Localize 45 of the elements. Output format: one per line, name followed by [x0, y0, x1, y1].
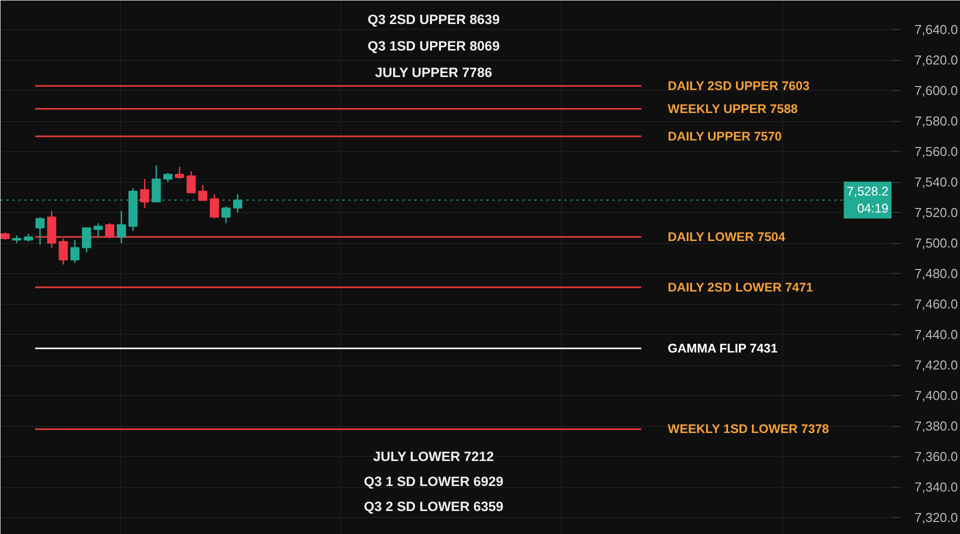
candlestick	[35, 216, 45, 246]
y-tick-label: 7,520.0	[914, 205, 958, 220]
y-tick-label: 7,480.0	[914, 266, 958, 282]
y-tick-label: 7,380.0	[914, 418, 958, 434]
y-tick-label: 7,640.0	[914, 22, 958, 37]
candlestick	[70, 239, 80, 264]
annotation: Q3 1SD UPPER 8069	[368, 38, 500, 54]
ref-line-label: WEEKLY UPPER 7588	[668, 102, 798, 116]
candlestick	[174, 166, 184, 180]
y-tick-label: 7,560.0	[914, 144, 958, 160]
candlestick	[140, 178, 150, 209]
y-tick-label: 7,400.0	[914, 388, 958, 404]
y-tick-label: 7,360.0	[914, 449, 958, 464]
ref-line-label: 7,528.2 04:19	[846, 184, 889, 216]
y-tick-label: 7,340.0	[914, 480, 958, 495]
candlestick	[116, 210, 126, 244]
annotation: JULY LOWER 7212	[373, 449, 494, 464]
candlestick	[94, 222, 103, 238]
annotation: Q3 1 SD LOWER 6929	[364, 474, 504, 489]
ref-line-label: DAILY UPPER 7570	[668, 129, 782, 144]
y-tick-label: 7,600.0	[914, 83, 958, 98]
candlestick	[58, 238, 68, 266]
ref-line-label: WEEKLY 1SD LOWER 7378	[668, 422, 830, 436]
ref-line-label: DAILY LOWER 7504	[668, 230, 786, 244]
candlestick	[163, 172, 172, 183]
y-tick-label: 7,420.0	[914, 358, 958, 373]
y-tick-label: 7,440.0	[914, 327, 958, 342]
ref-line-label: GAMMA FLIP 7431	[668, 341, 778, 356]
y-tick-label: 7,580.0	[914, 114, 958, 129]
ref-line-label: DAILY 2SD UPPER 7603	[668, 78, 810, 93]
annotation: JULY UPPER 7786	[375, 65, 493, 80]
candlestick	[198, 184, 208, 202]
annotation: Q3 2 SD LOWER 6359	[364, 499, 504, 514]
y-tick-label: 7,320.0	[914, 510, 958, 526]
candlestick	[221, 206, 231, 224]
annotation: Q3 2SD UPPER 8639	[368, 12, 500, 27]
y-tick-label: 7,460.0	[914, 296, 958, 312]
y-tick-label: 7,500.0	[914, 236, 958, 251]
candlestick	[82, 227, 92, 253]
y-tick-label: 7,540.0	[914, 174, 958, 190]
y-tick-label: 7,620.0	[914, 52, 958, 68]
ref-line-label: DAILY 2SD LOWER 7471	[668, 280, 814, 294]
candlestick	[210, 194, 219, 220]
candlestick	[186, 170, 196, 194]
candlestick	[105, 222, 114, 240]
